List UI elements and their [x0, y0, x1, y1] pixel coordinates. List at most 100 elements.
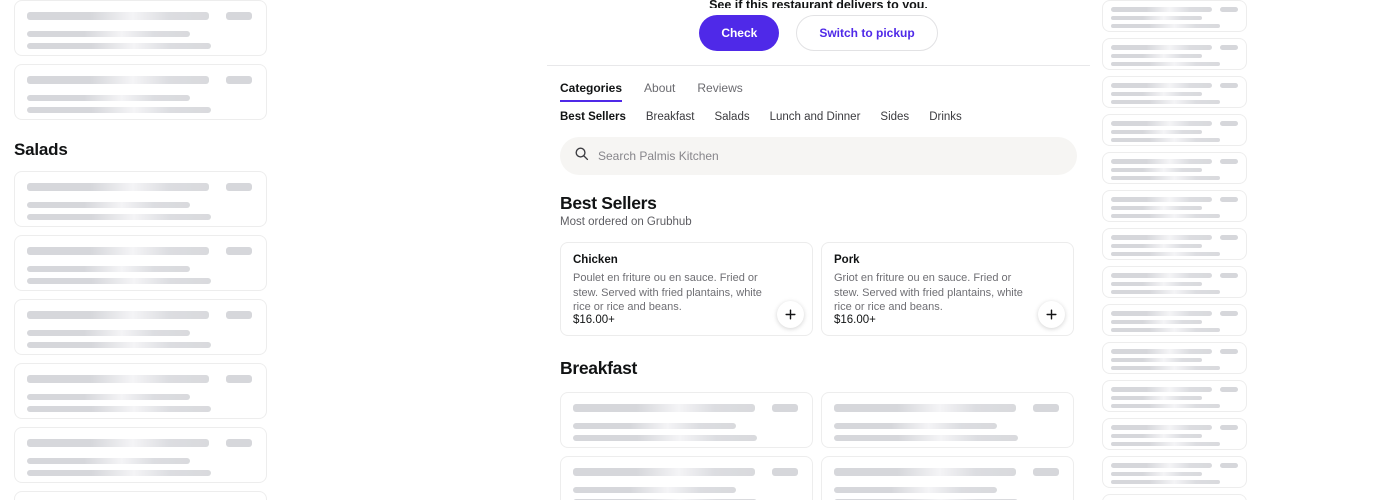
loading-placeholder-card — [1102, 456, 1247, 488]
skeleton-line — [27, 406, 211, 412]
category-salads[interactable]: Salads — [714, 111, 750, 123]
breakfast-list — [547, 392, 1090, 500]
skeleton-line — [27, 43, 211, 49]
skeleton-chip — [226, 439, 252, 447]
breakfast-title: Breakfast — [560, 358, 638, 378]
skeleton-line — [27, 214, 211, 220]
skeleton-line — [1111, 138, 1220, 142]
skeleton-line — [1111, 320, 1202, 324]
skeleton-chip — [1220, 235, 1238, 240]
menu-item-price: $16.00+ — [573, 314, 615, 326]
menu-item-description: Griot en friture ou en sauce. Fried or s… — [834, 272, 1023, 313]
skeleton-line — [1111, 290, 1220, 294]
loading-card-grid — [1095, 0, 1400, 500]
skeleton-line — [1111, 176, 1220, 180]
skeleton-line — [1111, 252, 1220, 256]
delivery-actions: Check Switch to pickup — [547, 15, 1090, 51]
skeleton-line — [27, 439, 209, 447]
search-icon — [574, 146, 589, 166]
category-sides[interactable]: Sides — [880, 111, 910, 123]
best-sellers-header: Best Sellers Most ordered on Grubhub — [547, 193, 1090, 228]
loading-placeholder-card — [1102, 190, 1247, 222]
loading-placeholder-card — [1102, 342, 1247, 374]
add-item-button[interactable] — [777, 301, 804, 328]
check-button[interactable]: Check — [699, 15, 780, 51]
section-title-salads: Salads — [14, 140, 68, 159]
search-input[interactable] — [598, 149, 1063, 163]
best-sellers-subtitle: Most ordered on Grubhub — [560, 216, 692, 228]
skeleton-line — [834, 487, 997, 493]
skeleton-line — [1111, 92, 1202, 96]
skeleton-chip — [1220, 387, 1238, 392]
skeleton-line — [1111, 425, 1212, 430]
skeleton-chip — [1220, 273, 1238, 278]
skeleton-line — [27, 330, 190, 336]
skeleton-line — [27, 31, 190, 37]
skeleton-line — [573, 423, 736, 429]
skeleton-chip — [1220, 159, 1238, 164]
category-breakfast[interactable]: Breakfast — [645, 111, 695, 123]
tab-about[interactable]: About — [644, 81, 676, 95]
switch-to-pickup-button[interactable]: Switch to pickup — [796, 15, 938, 51]
loading-placeholder-card — [14, 427, 267, 483]
menu-item-price: $16.00+ — [834, 314, 876, 326]
search-section — [547, 137, 1090, 175]
category-lunch-and-dinner[interactable]: Lunch and Dinner — [769, 111, 861, 123]
skeleton-line — [1111, 214, 1220, 218]
loading-card-grid — [0, 0, 540, 120]
menu-item-description: Poulet en friture ou en sauce. Fried or … — [573, 272, 762, 313]
skeleton-line — [1111, 235, 1212, 240]
skeleton-line — [1111, 54, 1202, 58]
skeleton-line — [834, 468, 1016, 476]
skeleton-chip — [1220, 463, 1238, 468]
skeleton-line — [573, 468, 755, 476]
tab-reviews[interactable]: Reviews — [697, 81, 743, 95]
loading-placeholder-card — [14, 363, 267, 419]
loading-placeholder-card — [1102, 380, 1247, 412]
search-bar[interactable] — [560, 137, 1077, 175]
skeleton-line — [27, 95, 190, 101]
skeleton-line — [27, 183, 209, 191]
skeleton-line — [834, 423, 997, 429]
skeleton-line — [27, 311, 209, 319]
skeleton-chip — [1220, 311, 1238, 316]
skeleton-chip — [226, 12, 252, 20]
add-item-button[interactable] — [1038, 301, 1065, 328]
skeleton-line — [1111, 100, 1220, 104]
loading-placeholder-card — [14, 235, 267, 291]
category-nav: Best Sellers Breakfast Salads Lunch and Din… — [547, 102, 1090, 123]
skeleton-chip — [226, 247, 252, 255]
menu-item-card[interactable]: Pork Griot en friture ou en sauce. Fried … — [821, 242, 1074, 336]
skeleton-line — [27, 394, 190, 400]
skeleton-line — [27, 12, 209, 20]
category-drinks[interactable]: Drinks — [929, 111, 962, 123]
menu-item-card[interactable]: Chicken Poulet en friture ou en sauce. Fr… — [560, 242, 813, 336]
skeleton-line — [573, 404, 755, 412]
tab-categories[interactable]: Categories — [560, 81, 623, 102]
skeleton-line — [1111, 480, 1220, 484]
skeleton-line — [834, 435, 1018, 441]
plus-icon — [1045, 308, 1058, 321]
skeleton-chip — [1220, 349, 1238, 354]
skeleton-line — [27, 107, 211, 113]
delivery-prompt: See if this restaurant delivers to you. — [709, 0, 928, 8]
skeleton-line — [1111, 244, 1202, 248]
skeleton-chip — [226, 311, 252, 319]
best-sellers-title: Best Sellers — [560, 193, 657, 213]
main-menu-column: See if this restaurant delivers to you. … — [547, 0, 1090, 500]
skeleton-line — [573, 435, 757, 441]
skeleton-line — [1111, 472, 1202, 476]
skeleton-line — [1111, 83, 1212, 88]
loading-placeholder-card — [1102, 494, 1247, 500]
loading-placeholder-card — [14, 0, 267, 56]
skeleton-chip — [226, 76, 252, 84]
skeleton-line — [27, 76, 209, 84]
loading-card-grid — [0, 171, 540, 500]
loading-placeholder-card — [1102, 266, 1247, 298]
skeleton-line — [1111, 130, 1202, 134]
best-sellers-list: Chicken Poulet en friture ou en sauce. Fr… — [547, 242, 1090, 336]
category-best-sellers[interactable]: Best Sellers — [560, 111, 626, 123]
skeleton-line — [1111, 62, 1220, 66]
